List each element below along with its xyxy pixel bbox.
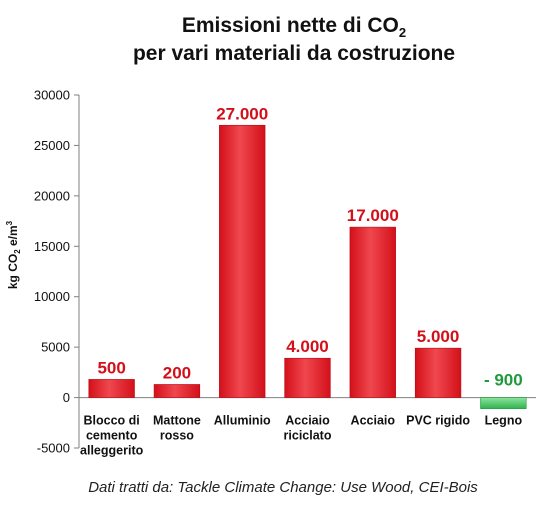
data-label: 500: [97, 358, 125, 377]
category-label: Legno: [485, 414, 523, 428]
y-axis-label: kg CO2 e/m3: [5, 220, 22, 289]
bar: [153, 384, 201, 398]
y-tick-label: -5000: [37, 441, 70, 456]
data-label: 200: [163, 363, 191, 382]
chart-title-line1: Emissioni nette di CO2: [182, 14, 406, 40]
y-tick-label: 5000: [41, 340, 70, 355]
bar: [480, 397, 527, 409]
data-label: 17.000: [347, 206, 399, 225]
data-label: 27.000: [216, 104, 268, 123]
y-tick-label: 10000: [34, 289, 70, 304]
y-tick-label: 0: [63, 390, 70, 405]
bar: [219, 124, 266, 398]
data-label: 5.000: [417, 327, 460, 346]
data-label: 4.000: [286, 337, 329, 356]
category-label: Blocco di cemento alleggerito: [80, 414, 144, 458]
data-label: - 900: [484, 371, 523, 390]
bar: [88, 379, 135, 398]
bar: [349, 226, 396, 398]
category-label: PVC rigido: [406, 414, 470, 428]
data-labels: 500 200 27.000 4.000 17.000 5.000 - 900: [97, 104, 522, 389]
y-tick-label: 30000: [34, 88, 70, 103]
chart-title-line2: per vari materiali da costruzione: [133, 42, 455, 65]
category-label: Acciaio riciclato: [284, 414, 332, 443]
y-tick-label: 15000: [34, 239, 70, 254]
source-note: Dati tratti da: Tackle Climate Change: U…: [88, 479, 478, 496]
category-label: Acciaio: [351, 414, 396, 428]
bar: [284, 357, 331, 398]
category-label: Mattone rosso: [153, 414, 201, 443]
bar: [414, 347, 462, 398]
category-label: Alluminio: [214, 414, 271, 428]
bars: [88, 124, 527, 409]
y-tick-labels: 30000 25000 20000 15000 10000 5000 0 -5000: [34, 88, 70, 456]
y-tick-label: 20000: [34, 188, 70, 203]
y-tick-label: 25000: [34, 138, 70, 153]
category-labels: Blocco di cemento alleggerito Mattone rosso A…: [80, 414, 522, 458]
